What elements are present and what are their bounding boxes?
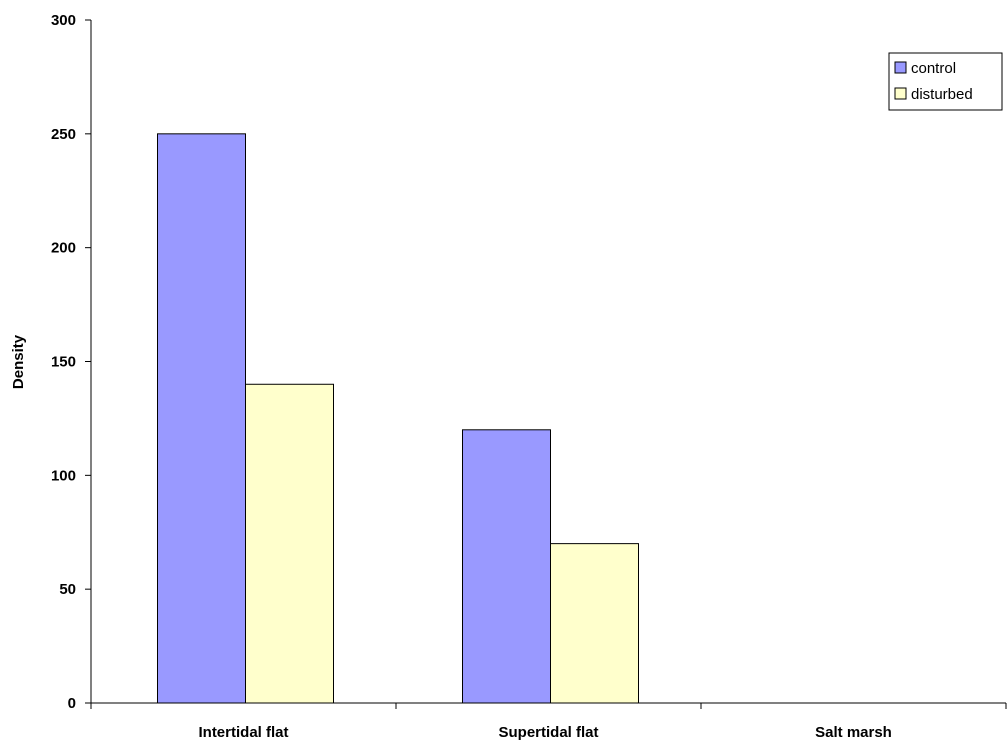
legend: control disturbed bbox=[888, 52, 1003, 111]
x-tick-label: Salt marsh bbox=[815, 724, 892, 741]
legend-box bbox=[888, 52, 1003, 111]
y-tick-label: 100 bbox=[51, 467, 76, 484]
legend-label-control: control bbox=[911, 60, 956, 77]
bar-control bbox=[462, 429, 551, 704]
y-tick-label: 150 bbox=[51, 354, 76, 371]
x-tick-label: Supertidal flat bbox=[498, 724, 598, 741]
y-axis-ticks bbox=[85, 19, 91, 704]
y-axis-tick-labels: 0 50 100 150 200 250 300 bbox=[51, 12, 76, 712]
y-tick-label: 50 bbox=[59, 581, 76, 598]
plot-area: Intertidal flat Supertidal flat Salt marsh… bbox=[51, 12, 1007, 741]
bar-disturbed bbox=[550, 543, 639, 704]
y-tick-label: 300 bbox=[51, 12, 76, 29]
x-axis-ticks bbox=[90, 703, 1007, 709]
bar-disturbed bbox=[245, 383, 334, 704]
y-axis-title: Density bbox=[10, 334, 27, 389]
y-tick-label: 250 bbox=[51, 126, 76, 143]
legend-label-disturbed: disturbed bbox=[911, 86, 973, 103]
y-tick-label: 0 bbox=[68, 695, 76, 712]
legend-swatch-control bbox=[894, 61, 907, 74]
bar-control bbox=[157, 133, 246, 704]
x-axis-tick-labels: Intertidal flat Supertidal flat Salt marsh bbox=[198, 724, 891, 741]
bars bbox=[157, 133, 639, 704]
legend-swatch-disturbed bbox=[894, 87, 907, 100]
x-tick-label: Intertidal flat bbox=[198, 724, 288, 741]
y-tick-label: 200 bbox=[51, 240, 76, 257]
